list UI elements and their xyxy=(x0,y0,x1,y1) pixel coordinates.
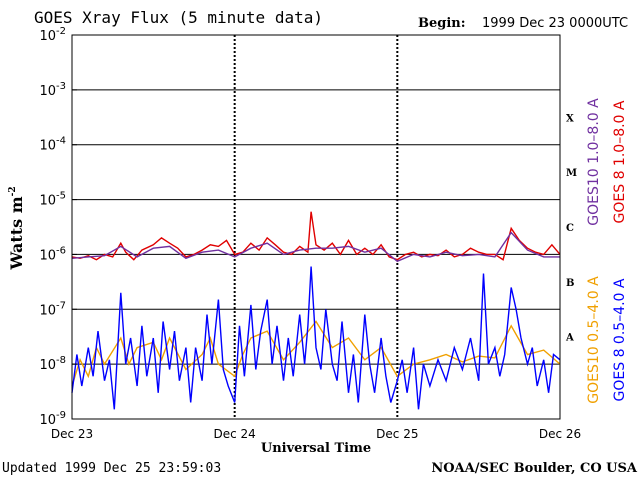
x-tick-label-3: Dec 26 xyxy=(539,427,581,441)
updated-text: Updated 1999 Dec 25 23:59:03 xyxy=(2,461,221,476)
y-tick-label-0: 10-2 xyxy=(39,26,66,44)
legend-goes8-short: GOES 8 0.5–4.0 A xyxy=(612,278,628,401)
y-tick-label-5: 10-7 xyxy=(39,300,66,318)
source-text: NOAA/SEC Boulder, CO USA xyxy=(431,461,638,476)
series-line-2 xyxy=(71,320,561,387)
legend: GOES10 1.0–8.0 A GOES 8 1.0–8.0 A GOES10 0… xyxy=(586,98,628,404)
y-tick-label-4: 10-6 xyxy=(39,245,66,263)
y-tick-label-2: 10-4 xyxy=(39,136,66,154)
plot-grid xyxy=(72,34,560,420)
chart-title: GOES Xray Flux (5 minute data) xyxy=(34,8,323,27)
x-axis-ticks: Dec 23 Dec 24 Dec 25 Dec 26 xyxy=(51,427,581,441)
series-line-0 xyxy=(71,211,561,261)
y-tick-label-3: 10-5 xyxy=(39,191,66,209)
flare-class-m: M xyxy=(566,168,577,179)
legend-goes10-short: GOES10 0.5–4.0 A xyxy=(586,276,602,404)
legend-goes8-long: GOES 8 1.0–8.0 A xyxy=(612,100,628,223)
y-axis-ticks: 10-2 10-3 10-4 10-5 10-6 10-7 10-8 10-9 xyxy=(39,26,77,428)
x-tick-label-0: Dec 23 xyxy=(51,427,93,441)
series-group xyxy=(71,211,561,410)
series-line-1 xyxy=(71,231,560,263)
legend-goes10-long: GOES10 1.0–8.0 A xyxy=(586,98,602,226)
y-axis-label: Watts m-2 xyxy=(7,186,26,270)
flare-class-b: B xyxy=(566,278,574,289)
begin-value: 1999 Dec 23 0000UTC xyxy=(482,16,628,31)
plot-frame xyxy=(71,34,561,420)
x-tick-label-1: Dec 24 xyxy=(214,427,256,441)
flare-class-x: X xyxy=(566,113,574,124)
flare-class-a: A xyxy=(565,333,574,344)
y-tick-label-6: 10-8 xyxy=(39,355,66,373)
begin-label: Begin: xyxy=(418,16,466,31)
x-tick-label-2: Dec 25 xyxy=(376,427,418,441)
x-axis-label: Universal Time xyxy=(261,441,371,456)
flare-class-c: C xyxy=(566,223,574,234)
series-line-3 xyxy=(71,266,561,410)
y-tick-label-7: 10-9 xyxy=(39,410,66,428)
flare-class-labels: X M C B A xyxy=(565,113,577,343)
y-tick-label-1: 10-3 xyxy=(39,81,66,99)
y-axis-label-exponent: -2 xyxy=(8,186,18,196)
